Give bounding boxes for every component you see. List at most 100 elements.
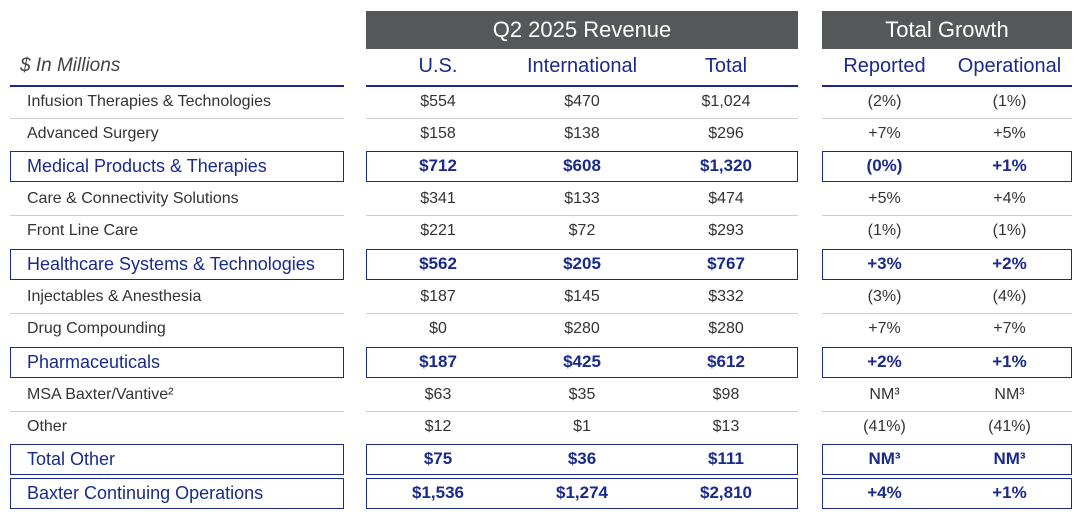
cell-operational: +1%	[992, 352, 1027, 371]
subtotal-row: Healthcare Systems & Technologies $562 $20…	[0, 248, 1080, 280]
cell-operational: (4%)	[992, 288, 1027, 305]
cell-operational: +1%	[992, 483, 1027, 502]
row-label: Baxter Continuing Operations	[27, 482, 264, 503]
growth-header: Total Growth	[822, 11, 1072, 49]
cell-reported: +2%	[867, 352, 902, 371]
header-rule-middle	[366, 85, 798, 87]
col-header-reported: Reported	[843, 55, 926, 77]
table-row: Other $12 $1 $13 (41%) (41%)	[0, 411, 1080, 443]
row-label: Infusion Therapies & Technologies	[27, 93, 272, 110]
cell-international: $133	[564, 190, 600, 207]
cell-reported: +5%	[868, 190, 901, 207]
cell-total: $293	[708, 222, 744, 239]
cell-us: $221	[420, 222, 456, 239]
cell-reported: +7%	[868, 320, 901, 337]
cell-us: $63	[424, 386, 452, 403]
cell-international: $205	[563, 254, 601, 273]
row-label: Front Line Care	[27, 222, 139, 239]
cell-operational: +1%	[992, 156, 1027, 175]
table-row: Drug Compounding $0 $280 $280 +7% +7%	[0, 313, 1080, 345]
subtotal-box	[822, 347, 1072, 378]
row-divider	[822, 215, 1072, 216]
subtotal-box	[366, 249, 798, 280]
cell-reported: (3%)	[867, 288, 902, 305]
cell-international: $36	[567, 449, 597, 468]
cell-total: $332	[708, 288, 744, 305]
row-divider	[366, 411, 798, 412]
row-divider	[822, 118, 1072, 119]
cell-operational: NM³	[994, 386, 1025, 403]
cell-total: $111	[708, 449, 744, 468]
cell-reported: (41%)	[863, 418, 906, 435]
row-label: Advanced Surgery	[27, 125, 159, 142]
cell-us: $0	[429, 320, 447, 337]
subtotal-box	[366, 444, 798, 475]
cell-international: $35	[568, 386, 596, 403]
row-label: Pharmaceuticals	[27, 351, 161, 372]
col-header-international: International	[526, 55, 638, 77]
cell-international: $72	[568, 222, 596, 239]
cell-us: $341	[420, 190, 456, 207]
row-label: Medical Products & Therapies	[27, 155, 267, 176]
cell-us: $187	[419, 352, 457, 371]
table-row: Care & Connectivity Solutions $341 $133 $47…	[0, 183, 1080, 215]
row-divider	[10, 411, 344, 412]
cell-total: $474	[708, 190, 744, 207]
cell-total: $2,810	[700, 483, 752, 502]
subtotal-box	[10, 151, 344, 182]
cell-international: $608	[563, 156, 601, 175]
subtotal-box	[822, 478, 1072, 509]
cell-us: $75	[423, 449, 453, 468]
subtotal-box	[366, 347, 798, 378]
cell-reported: +4%	[867, 483, 902, 502]
cell-total: $280	[708, 320, 744, 337]
units-label: $ In Millions	[20, 55, 121, 76]
subtotal-row: Total Other $75 $36 $111 NM³ NM³	[0, 443, 1080, 475]
col-header-us: U.S.	[418, 55, 458, 77]
cell-us: $1,536	[412, 483, 464, 502]
col-header-operational: Operational	[957, 55, 1062, 77]
cell-reported: +7%	[868, 125, 901, 142]
row-label: Drug Compounding	[27, 320, 166, 337]
subtotal-box	[10, 249, 344, 280]
row-label: Total Other	[27, 448, 116, 469]
cell-operational: (41%)	[988, 418, 1031, 435]
row-divider	[366, 313, 798, 314]
row-divider	[10, 313, 344, 314]
cell-reported: (2%)	[867, 93, 902, 110]
subtotal-box	[366, 151, 798, 182]
row-divider	[366, 118, 798, 119]
subtotal-box	[10, 347, 344, 378]
cell-total: $1,320	[700, 156, 752, 175]
cell-reported: NM³	[869, 386, 900, 403]
cell-operational: +5%	[993, 125, 1026, 142]
row-divider	[366, 215, 798, 216]
row-label: Healthcare Systems & Technologies	[27, 253, 315, 274]
cell-us: $554	[420, 93, 456, 110]
cell-reported: (0%)	[866, 156, 903, 175]
cell-total: $98	[712, 386, 740, 403]
subtotal-box	[10, 478, 344, 509]
cell-international: $470	[564, 93, 600, 110]
row-label: Other	[27, 418, 68, 435]
cell-total: $612	[707, 352, 745, 371]
table-row: Infusion Therapies & Technologies $554 $47…	[0, 86, 1080, 118]
subtotal-row: Medical Products & Therapies $712 $608 $1,3…	[0, 150, 1080, 182]
cell-total: $13	[712, 418, 740, 435]
table-row: Advanced Surgery $158 $138 $296 +7% +5%	[0, 118, 1080, 150]
cell-operational: +2%	[992, 254, 1027, 273]
row-divider	[822, 411, 1072, 412]
cell-us: $187	[420, 288, 456, 305]
cell-operational: (1%)	[992, 93, 1027, 110]
row-divider	[10, 118, 344, 119]
row-divider	[10, 215, 344, 216]
row-divider	[822, 313, 1072, 314]
cell-operational: (1%)	[992, 222, 1027, 239]
header-rule-right	[822, 85, 1072, 87]
subtotal-box	[822, 249, 1072, 280]
row-label: MSA Baxter/Vantive²	[27, 386, 174, 403]
table-row: Injectables & Anesthesia $187 $145 $332 (3%)…	[0, 281, 1080, 313]
subtotal-row: Pharmaceuticals $187 $425 $612 +2% +1%	[0, 346, 1080, 378]
col-header-total: Total	[704, 55, 748, 77]
cell-international: $138	[564, 125, 600, 142]
